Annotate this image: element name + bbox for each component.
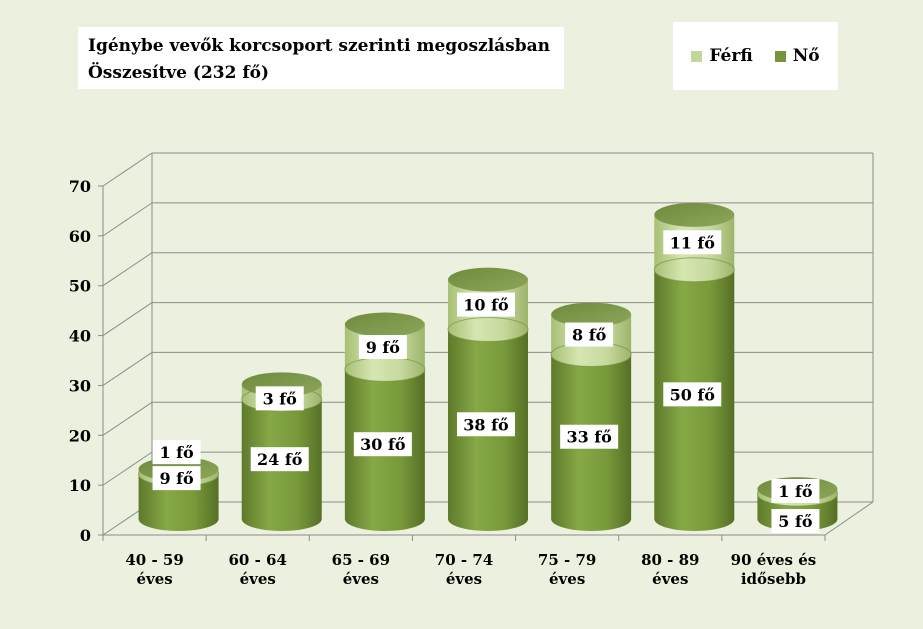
data-label-no-2-box (353, 432, 412, 457)
data-label-no-1-box (250, 447, 309, 472)
data-label-ferfi-6-text: 1 fő (778, 482, 813, 501)
y-tick-label-6: 60 (69, 227, 91, 246)
y-tick-label-4: 40 (69, 327, 91, 346)
bar-top-2 (344, 312, 425, 337)
x-tick-label-5-1: éves (652, 570, 688, 588)
x-tick-label-5-0: 80 - 89 (641, 551, 699, 569)
data-label-ferfi-5: 11 fő (663, 230, 722, 255)
x-tick-label-0-1: éves (136, 570, 172, 588)
chart-title: Igénybe vevők korcsoport szerinti megosz… (78, 27, 564, 89)
data-label-ferfi-6: 1 fő (771, 479, 820, 503)
y-tick-label-0: 0 (80, 526, 91, 545)
data-label-no-5-text: 50 fő (670, 385, 716, 404)
data-label-no-5: 50 fő (663, 382, 722, 407)
data-label-no-5-box (663, 382, 722, 407)
y-tick-label-3: 30 (69, 376, 91, 395)
bar-top-3 (448, 267, 528, 292)
x-tick-label-2-0: 65 - 69 (332, 551, 390, 569)
wall-line-1 (102, 451, 153, 486)
data-label-no-1-text: 24 fő (257, 450, 303, 469)
data-label-ferfi-3-box (457, 292, 515, 317)
legend-item-no: Nő (774, 46, 820, 66)
legend-item-ferfi: Férfi (691, 46, 753, 66)
bar-divider-3 (447, 317, 529, 343)
legend-label-ferfi: Férfi (709, 46, 753, 66)
data-label-no-1: 24 fő (250, 447, 309, 472)
bar-divider-5 (653, 257, 735, 283)
x-tick-label-1-0: 60 - 64 (229, 551, 287, 569)
data-label-ferfi-6-box (771, 479, 820, 503)
data-label-ferfi-3-text: 10 fő (463, 296, 509, 315)
bars (138, 202, 838, 531)
x-tick-label-1-1: éves (240, 570, 276, 588)
wall-line-5 (102, 252, 153, 287)
data-label-ferfi-2-box (358, 334, 407, 359)
data-label-ferfi-4-text: 8 fő (572, 326, 607, 345)
y-tick-label-2: 20 (69, 426, 91, 445)
data-label-ferfi-4: 8 fő (565, 322, 614, 347)
x-tick-label-6-0: 90 éves és (731, 551, 817, 569)
data-label-ferfi-0-box (152, 440, 201, 465)
data-label-no-6: 5 fő (771, 509, 820, 533)
legend: Férfi Nő (673, 22, 838, 90)
data-label-ferfi-0: 1 fő (152, 440, 201, 465)
data-label-ferfi-4-box (565, 322, 614, 347)
data-label-no-0-text: 9 fő (159, 469, 194, 488)
y-tick-label-1: 10 (69, 476, 91, 495)
x-tick-label-6-1: idősebb (741, 570, 806, 588)
data-label-no-3-text: 38 fő (463, 415, 509, 434)
x-tick-label-0-0: 40 - 59 (125, 551, 183, 569)
data-label-ferfi-1-text: 3 fő (263, 389, 298, 408)
x-tick-label-4-1: éves (549, 570, 585, 588)
data-label-ferfi-5-box (663, 230, 722, 255)
chart-title-line-1: Igénybe vevők korcsoport szerinti megosz… (88, 36, 551, 56)
legend-swatch-ferfi (691, 50, 703, 62)
legend-swatch-no (774, 50, 786, 62)
x-tick-label-2-1: éves (343, 570, 379, 588)
wall-line-3 (102, 352, 153, 386)
data-label-no-0-box (152, 466, 201, 491)
data-label-ferfi-2-text: 9 fő (366, 338, 401, 357)
data-label-no-0: 9 fő (152, 466, 201, 491)
bar-top-5 (654, 202, 735, 227)
bar-top-4 (551, 302, 632, 327)
data-label-no-2-text: 30 fő (360, 435, 406, 454)
data-label-no-3: 38 fő (457, 412, 515, 437)
x-tick-label-4-0: 75 - 79 (538, 551, 596, 569)
wall-line-7 (102, 152, 153, 187)
floor-right-edge (824, 501, 874, 536)
data-label-no-4-box (560, 424, 619, 449)
legend-label-no: Nő (792, 46, 820, 66)
data-label-no-6-text: 5 fő (778, 512, 813, 531)
data-label-no-4-text: 33 fő (566, 428, 612, 447)
data-labels: 9 fő 1 fő 24 fő 3 fő 30 fő 9 fő 38 fő 10 fő 33 f… (152, 230, 820, 533)
data-label-ferfi-0-text: 1 fő (159, 443, 194, 462)
data-label-ferfi-3: 10 fő (457, 292, 515, 317)
data-label-no-2: 30 fő (353, 432, 412, 457)
chart-title-line-2: Összesítve (232 fő) (88, 63, 270, 83)
wall-line-2 (102, 401, 153, 436)
x-tick-label-3-0: 70 - 74 (435, 551, 493, 569)
data-label-ferfi-5-text: 11 fő (670, 233, 716, 252)
y-tick-label-7: 70 (69, 177, 91, 196)
data-label-ferfi-1-box (255, 386, 304, 411)
data-label-ferfi-1: 3 fő (255, 386, 304, 411)
x-tick-label-3-1: éves (446, 570, 482, 588)
data-label-ferfi-2: 9 fő (358, 334, 407, 359)
wall-line-4 (102, 302, 153, 336)
y-tick-label-5: 50 (69, 277, 91, 296)
data-label-no-3-box (457, 412, 515, 437)
data-label-no-6-box (771, 509, 820, 533)
data-label-no-4: 33 fő (560, 424, 619, 449)
wall-line-6 (102, 202, 153, 237)
